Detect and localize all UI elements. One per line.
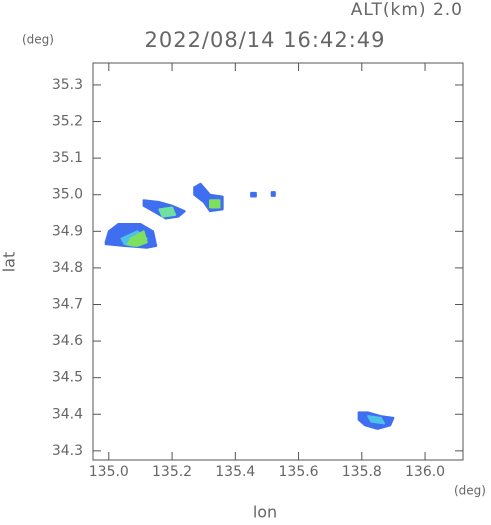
y-axis-label: lat <box>0 252 19 273</box>
x-tick-label: 136.0 <box>405 464 445 480</box>
x-axis-label: lon <box>253 503 277 522</box>
y-tick-label: 34.3 <box>52 443 83 459</box>
y-unit: (deg) <box>22 33 54 47</box>
radar-echo <box>250 191 257 198</box>
y-tick-label: 35.3 <box>52 77 83 93</box>
radar-echo <box>270 191 276 197</box>
y-tick-label: 35.2 <box>52 114 83 130</box>
y-tick-label: 34.7 <box>52 296 83 312</box>
y-tick-label: 34.5 <box>52 370 83 386</box>
plot-frame <box>92 62 464 461</box>
y-tick-label: 35.1 <box>52 150 83 166</box>
chart-title: 2022/08/14 16:42:49 <box>144 28 385 52</box>
y-tick-label: 34.6 <box>52 333 83 349</box>
altitude-label: ALT(km) 2.0 <box>351 0 463 20</box>
radar-echo <box>158 206 177 218</box>
radar-echo <box>126 230 148 247</box>
y-tick-label: 35.0 <box>52 187 83 203</box>
x-unit: (deg) <box>454 484 486 498</box>
x-tick-label: 135.2 <box>152 464 192 480</box>
y-tick-label: 34.9 <box>52 223 83 239</box>
x-tick-label: 135.8 <box>342 464 382 480</box>
x-tick-label: 135.4 <box>215 464 255 480</box>
y-tick-label: 34.8 <box>52 260 83 276</box>
x-tick-label: 135.0 <box>89 464 129 480</box>
radar-echo <box>367 415 385 425</box>
x-tick-label: 135.6 <box>279 464 319 480</box>
y-tick-label: 34.4 <box>52 406 83 422</box>
radar-echo <box>209 199 221 209</box>
